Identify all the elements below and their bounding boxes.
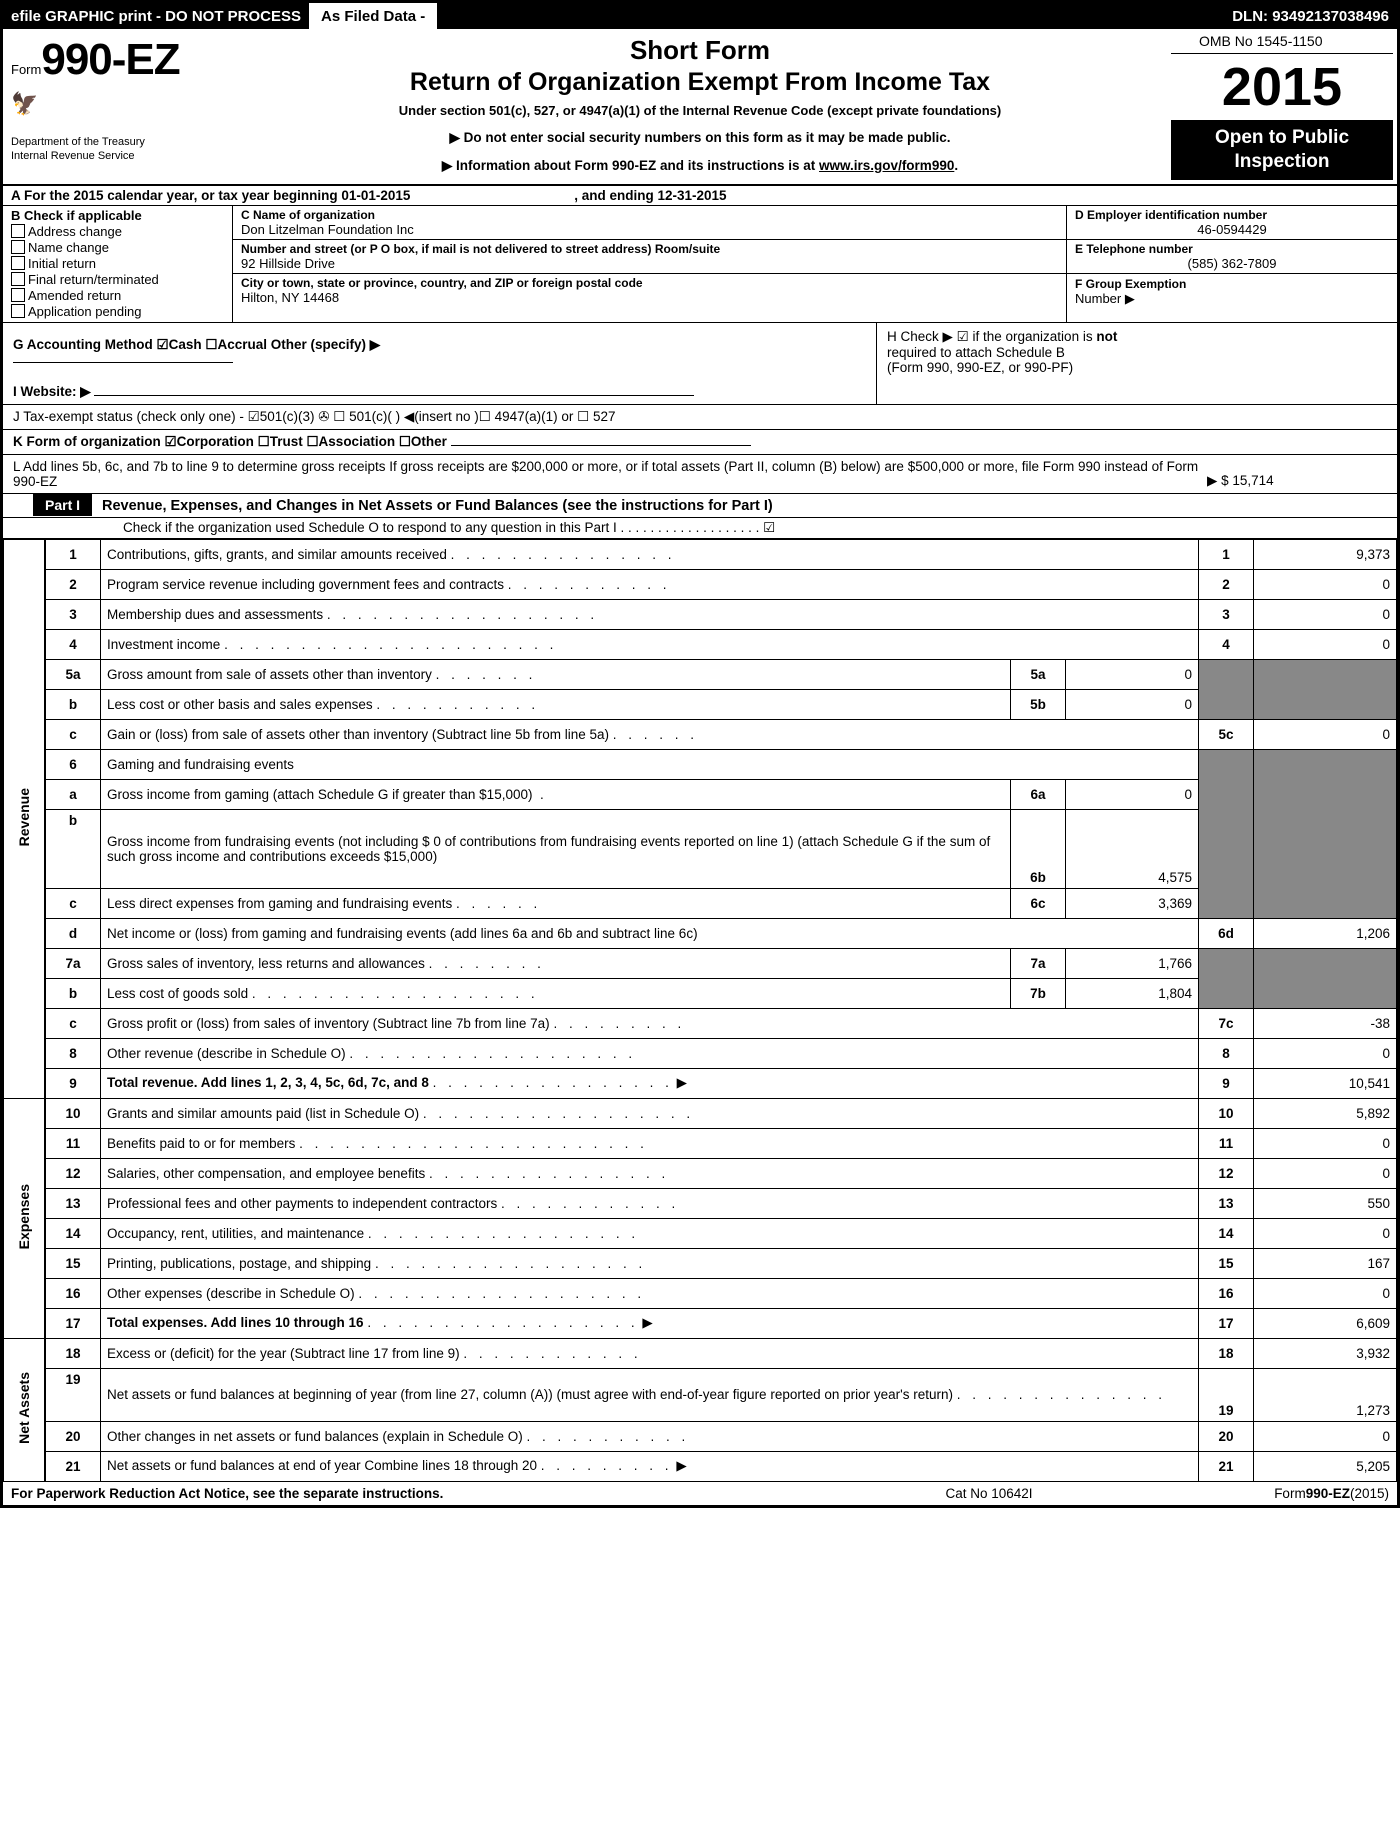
line-6d: dNet income or (loss) from gaming and fu…	[4, 918, 1397, 948]
section-def: D Employer identification number 46-0594…	[1067, 206, 1397, 322]
phone-value: (585) 362-7809	[1075, 256, 1389, 271]
form-990ez-page: efile GRAPHIC print - DO NOT PROCESS As …	[0, 0, 1400, 1508]
line-4: 4Investment income . . . . . . . . . . .…	[4, 629, 1397, 659]
org-address: 92 Hillside Drive	[241, 256, 1058, 271]
section-b-checkboxes: B Check if applicable Address change Nam…	[3, 206, 233, 322]
page-footer: For Paperwork Reduction Act Notice, see …	[3, 1482, 1397, 1505]
ein-value: 46-0594429	[1075, 222, 1389, 237]
checkbox-initial-return[interactable]	[11, 256, 25, 270]
line-5c: cGain or (loss) from sale of assets othe…	[4, 719, 1397, 749]
checkbox-final-return[interactable]	[11, 272, 25, 286]
open-to-public-badge: Open to Public Inspection	[1171, 120, 1393, 180]
row-g-h: G Accounting Method ☑Cash ☐Accrual Other…	[3, 323, 1397, 405]
org-name-box: C Name of organization Don Litzelman Fou…	[233, 206, 1066, 240]
org-name: Don Litzelman Foundation Inc	[241, 222, 1058, 237]
line-8: 8Other revenue (describe in Schedule O) …	[4, 1038, 1397, 1068]
part-i-label: Part I	[33, 494, 92, 516]
tax-year: 2015	[1171, 60, 1393, 114]
form-number: Form990-EZ	[11, 35, 225, 85]
checkbox-amended-return[interactable]	[11, 288, 25, 302]
part-i-table: Revenue 1 Contributions, gifts, grants, …	[3, 539, 1397, 1482]
header-center: Short Form Return of Organization Exempt…	[233, 29, 1167, 184]
line-11: 11Benefits paid to or for members . . . …	[4, 1128, 1397, 1158]
form-footer-id: Form990-EZ(2015)	[1139, 1486, 1389, 1501]
line-20: 20Other changes in net assets or fund ba…	[4, 1421, 1397, 1451]
org-address-box: Number and street (or P O box, if mail i…	[233, 240, 1066, 274]
line-14: 14Occupancy, rent, utilities, and mainte…	[4, 1218, 1397, 1248]
line-19: 19 Net assets or fund balances at beginn…	[4, 1368, 1397, 1421]
line-7c: cGross profit or (loss) from sales of in…	[4, 1008, 1397, 1038]
line-9: 9Total revenue. Add lines 1, 2, 3, 4, 5c…	[4, 1068, 1397, 1098]
group-exemption-box: F Group Exemption Number ▶	[1067, 274, 1397, 319]
line-3: 3Membership dues and assessments . . . .…	[4, 599, 1397, 629]
part-i-subtitle: Check if the organization used Schedule …	[3, 518, 1397, 539]
irs-eagle-icon: 🦅	[11, 91, 225, 117]
line-16: 16Other expenses (describe in Schedule O…	[4, 1278, 1397, 1308]
instruction-line-2: ▶ Information about Form 990-EZ and its …	[241, 158, 1159, 174]
paperwork-notice: For Paperwork Reduction Act Notice, see …	[11, 1486, 839, 1501]
gross-receipts-value: ▶ $ 15,714	[1207, 459, 1387, 489]
line-6c: cLess direct expenses from gaming and fu…	[4, 888, 1397, 918]
revenue-side-label: Revenue	[4, 539, 46, 1098]
section-i-website: I Website: ▶	[13, 384, 866, 400]
section-g-accounting: G Accounting Method ☑Cash ☐Accrual Other…	[3, 323, 876, 404]
org-city-box: City or town, state or province, country…	[233, 274, 1066, 317]
topbar-dln: DLN: 93492137038496	[1224, 8, 1397, 25]
form-title-main: Return of Organization Exempt From Incom…	[241, 68, 1159, 97]
dept-treasury: Department of the Treasury Internal Reve…	[11, 135, 225, 164]
section-k-form-org: K Form of organization ☑Corporation ☐Tru…	[3, 430, 1397, 455]
header-left: Form990-EZ 🦅 Department of the Treasury …	[3, 29, 233, 184]
line-5b: bLess cost or other basis and sales expe…	[4, 689, 1397, 719]
line-5a: 5aGross amount from sale of assets other…	[4, 659, 1397, 689]
line-6: 6Gaming and fundraising events	[4, 749, 1397, 779]
line-7b: bLess cost of goods sold . . . . . . . .…	[4, 978, 1397, 1008]
line-6b: b Gross income from fundraising events (…	[4, 809, 1397, 888]
form-header: Form990-EZ 🦅 Department of the Treasury …	[3, 29, 1397, 186]
section-j-tax-exempt: J Tax-exempt status (check only one) - ☑…	[3, 405, 1397, 430]
line-18: Net Assets 18Excess or (deficit) for the…	[4, 1338, 1397, 1368]
checkbox-application-pending[interactable]	[11, 304, 25, 318]
catalog-number: Cat No 10642I	[839, 1486, 1139, 1501]
part-i-title: Revenue, Expenses, and Changes in Net As…	[92, 495, 783, 517]
checkbox-list: Address change Name change Initial retur…	[11, 224, 224, 319]
irs-link[interactable]: www.irs.gov/form990	[819, 158, 954, 173]
form-title-short: Short Form	[241, 35, 1159, 66]
line-2: 2Program service revenue including gover…	[4, 569, 1397, 599]
line-1: Revenue 1 Contributions, gifts, grants, …	[4, 539, 1397, 569]
line-13: 13Professional fees and other payments t…	[4, 1188, 1397, 1218]
topbar-mid: As Filed Data -	[309, 3, 437, 29]
checkbox-address-change[interactable]	[11, 224, 25, 238]
form-subtitle: Under section 501(c), 527, or 4947(a)(1)…	[241, 103, 1159, 118]
instruction-line-1: ▶ Do not enter social security numbers o…	[241, 130, 1159, 146]
expenses-side-label: Expenses	[4, 1098, 46, 1338]
line-15: 15Printing, publications, postage, and s…	[4, 1248, 1397, 1278]
row-a-tax-year: A For the 2015 calendar year, or tax yea…	[3, 186, 1397, 206]
efile-topbar: efile GRAPHIC print - DO NOT PROCESS As …	[3, 3, 1397, 29]
line-17: 17Total expenses. Add lines 10 through 1…	[4, 1308, 1397, 1338]
section-l-gross-receipts: L Add lines 5b, 6c, and 7b to line 9 to …	[3, 455, 1397, 494]
section-h-schedule-b: H Check ▶ ☑ if the organization is not r…	[876, 323, 1397, 404]
header-right: OMB No 1545-1150 2015 Open to Public Ins…	[1167, 29, 1397, 184]
line-7a: 7aGross sales of inventory, less returns…	[4, 948, 1397, 978]
omb-number: OMB No 1545-1150	[1171, 33, 1393, 54]
checkbox-name-change[interactable]	[11, 240, 25, 254]
ein-box: D Employer identification number 46-0594…	[1067, 206, 1397, 240]
section-c-name-address: C Name of organization Don Litzelman Fou…	[233, 206, 1067, 322]
topbar-left: efile GRAPHIC print - DO NOT PROCESS	[3, 8, 309, 25]
org-city: Hilton, NY 14468	[241, 290, 1058, 305]
line-21: 21Net assets or fund balances at end of …	[4, 1451, 1397, 1481]
net-assets-side-label: Net Assets	[4, 1338, 46, 1481]
line-6a: aGross income from gaming (attach Schedu…	[4, 779, 1397, 809]
line-12: 12Salaries, other compensation, and empl…	[4, 1158, 1397, 1188]
phone-box: E Telephone number (585) 362-7809	[1067, 240, 1397, 274]
part-i-header: Part I Revenue, Expenses, and Changes in…	[3, 494, 1397, 518]
line-10: Expenses 10Grants and similar amounts pa…	[4, 1098, 1397, 1128]
entity-info-block: B Check if applicable Address change Nam…	[3, 206, 1397, 323]
